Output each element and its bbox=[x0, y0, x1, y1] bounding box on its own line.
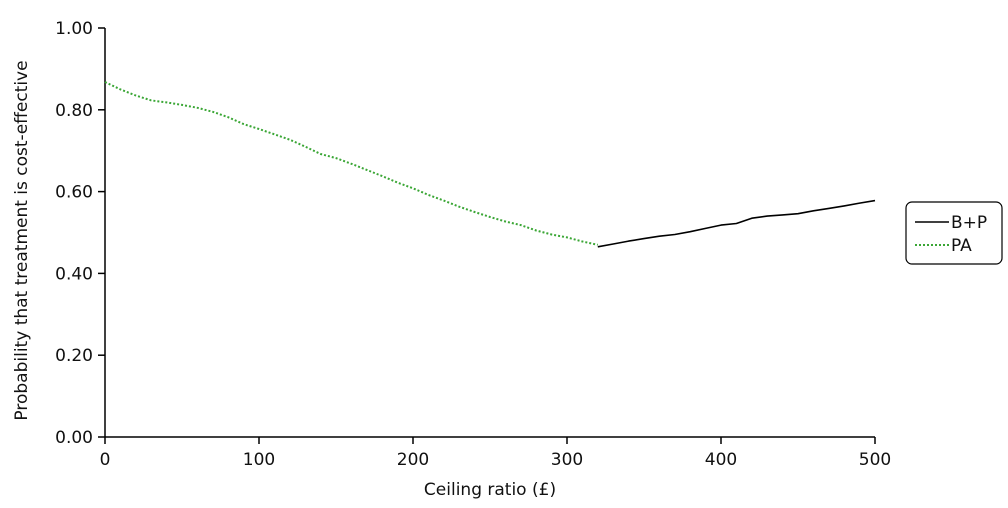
legend-label-b-p: B+P bbox=[951, 213, 987, 233]
x-tick-label: 200 bbox=[397, 450, 429, 470]
x-tick-label: 500 bbox=[859, 450, 891, 470]
x-tick-label: 300 bbox=[551, 450, 583, 470]
x-ticks: 0 100 200 300 400 500 bbox=[100, 437, 891, 470]
y-tick-label: 0.00 bbox=[55, 428, 93, 448]
y-tick-label: 0.60 bbox=[55, 183, 93, 203]
y-tick-label: 0.20 bbox=[55, 346, 93, 366]
legend: B+P PA bbox=[905, 201, 1003, 265]
legend-box bbox=[905, 201, 1003, 265]
series-layer bbox=[104, 81, 876, 248]
axes bbox=[104, 28, 875, 438]
series-line-pa bbox=[104, 81, 599, 246]
x-axis-title: Ceiling ratio (£) bbox=[424, 480, 556, 500]
y-ticks: 0.00 0.20 0.40 0.60 0.80 1.00 bbox=[55, 19, 105, 448]
y-tick-label: 1.00 bbox=[55, 19, 93, 39]
series-line-b-p bbox=[597, 199, 876, 248]
x-tick-label: 400 bbox=[705, 450, 737, 470]
y-tick-label: 0.80 bbox=[55, 101, 93, 121]
y-axis-title: Probability that treatment is cost-effec… bbox=[12, 60, 32, 420]
legend-label-pa: PA bbox=[951, 236, 972, 256]
y-tick-label: 0.40 bbox=[55, 264, 93, 284]
x-tick-label: 0 bbox=[100, 450, 111, 470]
x-tick-label: 100 bbox=[243, 450, 275, 470]
